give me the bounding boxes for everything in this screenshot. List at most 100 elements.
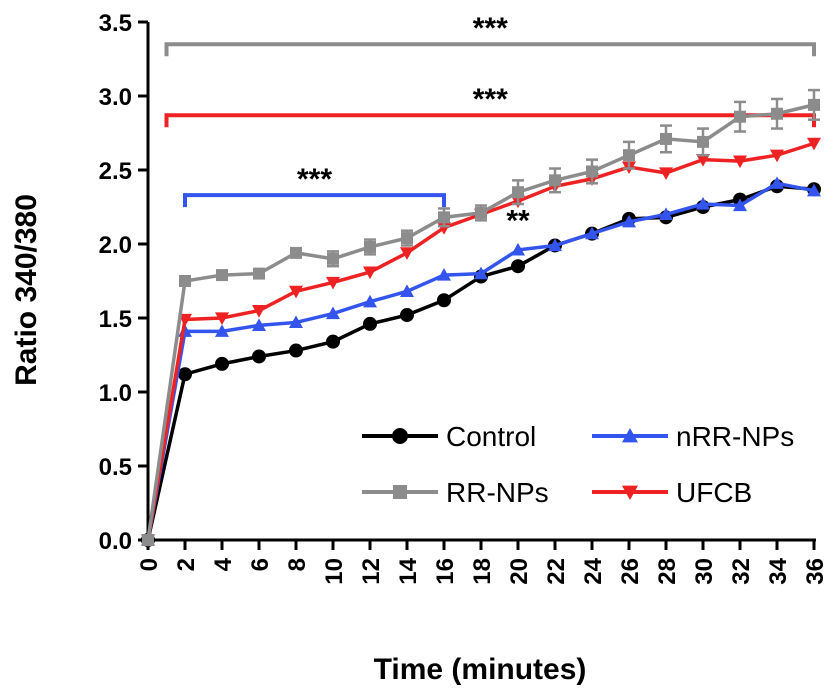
x-tick-label: 16 [432,558,459,585]
data-point [179,275,191,287]
x-tick-label: 28 [654,558,681,585]
data-point [289,285,303,299]
data-point [393,485,407,499]
x-tick-label: 0 [136,558,163,571]
data-point [400,247,414,260]
y-tick-label: 0.0 [99,528,132,555]
x-axis-title: Time (minutes) [374,653,587,686]
data-point [401,232,413,245]
y-tick-label: 2.5 [99,158,132,185]
data-point [252,305,266,318]
data-point [474,266,488,280]
legend-entry: UFCB [592,477,752,508]
y-tick-label: 1.0 [99,380,132,407]
data-point [659,167,673,180]
data-point [807,137,821,151]
data-point [770,149,784,163]
significance-bracket [164,42,816,57]
annotation-layer: *********** [164,12,816,238]
data-point [289,315,303,329]
legend-entry: nRR-NPs [592,421,794,452]
y-tick-label: 3.0 [99,84,132,111]
legend-entry: RR-NPs [362,477,549,508]
significance-label: *** [473,12,508,45]
x-tick-label: 32 [728,558,755,585]
data-point [696,197,710,210]
data-point [437,268,451,281]
data-point [252,318,266,331]
data-point [326,306,340,320]
legend-label: Control [446,421,536,452]
data-point [586,165,598,178]
legend: Control nRR-NPs RR-NPs UFCB [362,421,794,508]
data-point [770,176,784,189]
data-point [475,206,487,219]
data-point [771,107,783,120]
data-point [364,240,376,253]
data-point [734,110,746,123]
data-point [622,214,636,228]
data-point [549,174,561,187]
data-point [438,211,450,224]
data-point [215,324,229,337]
legend-label: nRR-NPs [676,421,794,452]
significance-bracket [164,113,816,128]
x-tick-label: 18 [469,558,496,585]
y-tick-label: 3.5 [99,10,132,37]
legend-entry: Control [362,421,536,452]
x-tick-label: 30 [691,558,718,585]
significance-label: *** [297,163,332,196]
data-point [511,259,525,274]
x-tick-label: 22 [543,558,570,585]
x-tick-label: 14 [395,557,422,584]
x-tick-label: 20 [506,558,533,585]
y-tick-label: 1.5 [99,306,132,333]
data-point [326,334,340,349]
data-point [808,98,820,111]
data-point [697,135,709,148]
legend-label: UFCB [676,477,752,508]
data-point [252,349,266,364]
significance-bracket [183,193,446,208]
data-point [326,276,340,290]
data-point [363,316,377,331]
x-tick-label: 26 [617,558,644,585]
data-point [392,428,408,444]
data-point [733,198,747,212]
series-rr-nps [142,88,820,546]
x-tick-label: 4 [210,557,237,571]
x-tick-label: 36 [802,558,829,585]
x-tick-label: 24 [580,557,607,584]
data-point [215,312,229,325]
data-point [548,238,562,252]
data-point [623,149,635,162]
y-tick-label: 0.5 [99,454,132,481]
data-point [733,155,747,169]
data-point [585,226,599,240]
x-tick-label: 8 [284,558,311,571]
data-point [142,534,154,546]
x-tick-label: 34 [765,557,792,584]
data-point [660,132,672,145]
data-point [400,308,414,323]
data-point [253,267,265,280]
data-point [512,186,524,199]
data-point [289,343,303,358]
axes-layer: 0.00.51.01.52.02.53.03.50 2 4 6 8 10 12 14 16 18 2… [99,10,829,585]
y-tick-label: 2.0 [99,232,132,259]
y-axis-title: Ratio 340/380 [10,194,43,386]
data-point [363,294,377,308]
series-layer [141,88,821,547]
data-point [511,242,525,256]
x-tick-label: 6 [247,558,274,571]
significance-label: ** [506,205,530,238]
data-point [659,207,673,220]
x-tick-label: 12 [358,558,385,585]
data-point [622,428,638,443]
data-point [363,266,377,280]
data-point [400,284,414,297]
data-point [178,367,192,382]
data-point [216,269,228,282]
data-point [696,154,710,167]
